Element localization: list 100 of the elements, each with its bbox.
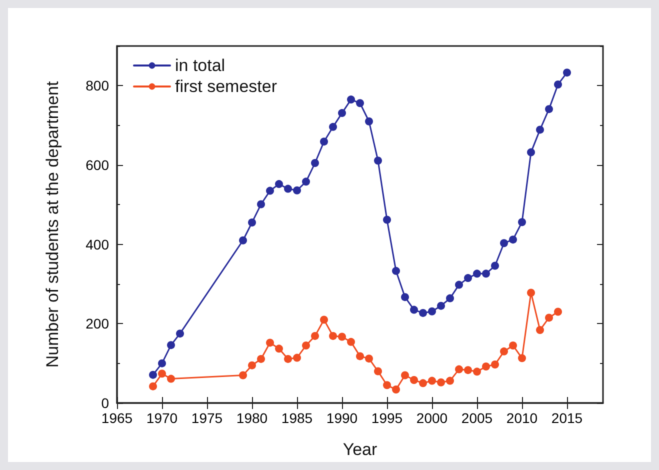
point	[473, 270, 481, 278]
point	[500, 239, 508, 248]
y-tick-label: 0	[101, 395, 110, 411]
point	[482, 362, 490, 371]
point	[554, 308, 562, 316]
x-tick-label: 1995	[371, 410, 403, 426]
point	[410, 306, 418, 314]
point	[455, 365, 463, 374]
point	[500, 347, 508, 356]
point	[509, 341, 517, 350]
point	[518, 218, 526, 226]
point	[239, 236, 247, 244]
y-tick-label: 800	[86, 78, 110, 94]
point	[437, 302, 445, 310]
y-tick-label: 600	[86, 157, 110, 173]
point	[428, 307, 436, 316]
point	[509, 236, 517, 244]
x-tick-label: 2015	[551, 410, 583, 426]
point	[311, 332, 319, 340]
point	[248, 361, 256, 370]
point	[176, 330, 184, 338]
point	[149, 370, 157, 379]
point	[293, 354, 301, 362]
point	[329, 122, 337, 131]
point	[491, 360, 499, 369]
point	[563, 68, 571, 77]
point	[446, 294, 454, 302]
x-tick-label: 1985	[281, 410, 313, 426]
point	[374, 156, 382, 165]
point	[482, 270, 490, 278]
point	[536, 126, 544, 134]
point	[356, 352, 364, 360]
point	[275, 180, 283, 188]
point	[266, 186, 274, 195]
point	[491, 262, 499, 270]
point	[545, 105, 553, 114]
x-tick-label: 1980	[236, 410, 268, 426]
point	[383, 216, 391, 224]
point	[545, 314, 553, 322]
point	[383, 381, 391, 390]
point	[401, 293, 409, 302]
point	[320, 316, 328, 324]
point	[446, 376, 454, 385]
point	[464, 366, 472, 374]
point	[347, 96, 355, 104]
point	[527, 288, 535, 297]
point	[401, 371, 409, 380]
point	[536, 326, 544, 334]
point	[392, 386, 400, 394]
point	[158, 370, 166, 378]
point	[167, 341, 175, 350]
point	[518, 354, 526, 362]
y-tick-label: 200	[86, 316, 110, 332]
point	[266, 338, 274, 347]
point	[284, 184, 292, 193]
x-tick-label: 1970	[146, 410, 178, 426]
point	[419, 379, 427, 388]
point	[311, 159, 319, 168]
point	[275, 344, 283, 353]
point	[473, 368, 481, 376]
point	[437, 378, 445, 386]
point	[329, 332, 337, 340]
point	[419, 308, 427, 317]
x-tick-label: 2005	[461, 410, 493, 426]
x-tick-label: 2010	[506, 410, 538, 426]
x-tick-label: 2000	[416, 410, 448, 426]
point	[554, 80, 562, 88]
point	[374, 367, 382, 376]
point	[392, 266, 400, 275]
point	[257, 354, 265, 363]
legend-label: first semester	[175, 77, 278, 96]
point	[302, 178, 310, 186]
point	[410, 376, 418, 384]
point	[455, 280, 463, 289]
point	[167, 374, 175, 383]
legend-label: in total	[175, 56, 226, 75]
point	[527, 148, 535, 156]
x-axis-title: Year	[342, 440, 378, 459]
point	[284, 354, 292, 363]
point	[293, 186, 301, 194]
point	[248, 218, 256, 227]
point	[464, 274, 472, 282]
point	[149, 382, 157, 390]
point	[428, 376, 436, 385]
x-tick-label: 1990	[326, 410, 358, 426]
point	[302, 341, 310, 350]
x-tick-label: 1965	[101, 410, 133, 426]
point	[347, 338, 355, 346]
point	[365, 354, 373, 363]
point	[158, 359, 166, 368]
point	[338, 109, 346, 118]
point	[320, 138, 328, 146]
point	[239, 371, 247, 380]
point	[257, 200, 265, 208]
point	[365, 117, 373, 126]
point	[338, 332, 346, 341]
y-axis-title: Number of students at the department	[43, 81, 62, 368]
point	[356, 99, 364, 108]
y-tick-label: 400	[86, 236, 110, 252]
x-tick-label: 1975	[191, 410, 223, 426]
